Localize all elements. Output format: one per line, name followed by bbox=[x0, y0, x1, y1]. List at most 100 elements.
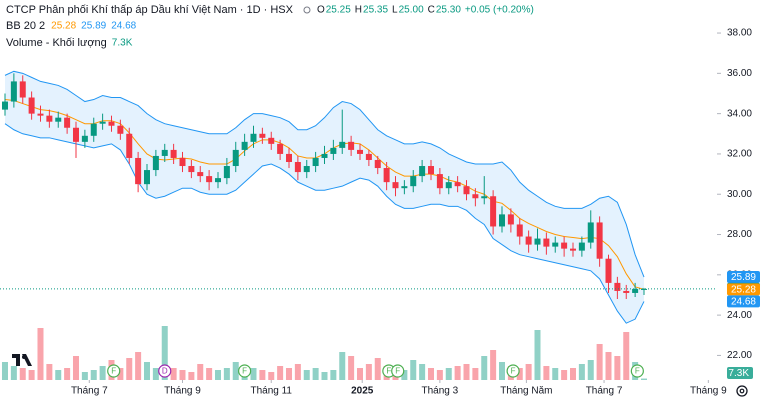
candle-body bbox=[232, 149, 239, 167]
candle-body bbox=[81, 135, 88, 142]
candle-body bbox=[117, 125, 124, 134]
candle-body bbox=[552, 242, 559, 247]
candle-body bbox=[356, 149, 363, 154]
volume-bar bbox=[463, 364, 470, 380]
candle-body bbox=[214, 178, 221, 183]
event-marker[interactable] bbox=[238, 364, 252, 378]
candle-body bbox=[108, 121, 115, 126]
volume-bar bbox=[117, 368, 124, 380]
volume-bar bbox=[596, 344, 603, 380]
event-label[interactable]: F bbox=[111, 367, 116, 376]
x-tick-label: Tháng 7 bbox=[71, 386, 108, 397]
y-tick-label: 30.00 bbox=[727, 189, 752, 200]
candle-body bbox=[90, 123, 97, 136]
ohlc-value: 25.35 bbox=[363, 5, 388, 16]
price-tag bbox=[727, 271, 760, 284]
volume-bar bbox=[28, 370, 35, 380]
candle-body bbox=[188, 166, 195, 173]
volume-bar bbox=[152, 368, 159, 380]
bb-value: 25.28 bbox=[51, 21, 76, 32]
volume-bar bbox=[188, 372, 195, 380]
volume-bar bbox=[312, 368, 319, 380]
volume-bar bbox=[303, 370, 310, 380]
volume-bar bbox=[498, 362, 505, 380]
volume-bar bbox=[543, 366, 550, 380]
event-label[interactable]: F bbox=[511, 367, 516, 376]
candle-body bbox=[383, 168, 390, 183]
volume-bar bbox=[197, 364, 204, 380]
candle-body bbox=[561, 242, 568, 249]
volume-bar bbox=[472, 368, 479, 380]
candle-body bbox=[445, 182, 452, 189]
candle-body bbox=[330, 147, 337, 154]
volume-bar bbox=[81, 372, 88, 380]
volume-bar bbox=[436, 370, 443, 380]
volume-bar bbox=[161, 326, 168, 380]
candle-body bbox=[143, 170, 150, 185]
volume-bar bbox=[1, 362, 8, 380]
candle-body bbox=[348, 141, 355, 150]
candle-body bbox=[126, 133, 133, 158]
candle-body bbox=[419, 166, 426, 177]
logo bbox=[12, 354, 32, 366]
bb-value: 24.68 bbox=[111, 21, 136, 32]
volume-bar bbox=[401, 370, 408, 380]
volume-tag-label: 7.3K bbox=[728, 368, 749, 379]
candle-body bbox=[321, 153, 328, 158]
ohlc-value: 25.00 bbox=[399, 5, 424, 16]
event-label[interactable]: F bbox=[242, 367, 247, 376]
volume-bar bbox=[605, 352, 612, 380]
y-tick-label: 36.00 bbox=[727, 68, 752, 79]
volume-bar bbox=[481, 356, 488, 380]
volume-bar bbox=[99, 366, 106, 380]
volume-bar bbox=[277, 366, 284, 380]
x-tick-label: Tháng 9 bbox=[690, 386, 727, 397]
volume-bar bbox=[534, 330, 541, 380]
volume-bar bbox=[569, 368, 576, 380]
gear-outer[interactable] bbox=[736, 385, 748, 397]
candle-body bbox=[463, 186, 470, 195]
candle-body bbox=[525, 236, 532, 245]
volume-bar bbox=[214, 370, 221, 380]
candle-body bbox=[135, 157, 142, 185]
visibility-toggle[interactable] bbox=[303, 6, 311, 14]
event-marker[interactable] bbox=[506, 364, 520, 378]
event-label[interactable]: F bbox=[395, 367, 400, 376]
event-marker[interactable] bbox=[391, 364, 405, 378]
event-label[interactable]: F bbox=[386, 367, 391, 376]
event-marker[interactable] bbox=[107, 364, 121, 378]
candle-body bbox=[578, 242, 585, 251]
event-marker[interactable] bbox=[630, 364, 644, 378]
candle-body bbox=[10, 81, 17, 102]
candle-body bbox=[64, 117, 71, 128]
candle-body bbox=[507, 214, 514, 225]
volume-bar bbox=[640, 378, 647, 380]
bb-lower-line bbox=[4, 123, 645, 324]
candle-body bbox=[436, 174, 443, 189]
volume-bar bbox=[339, 352, 346, 380]
ohlc-key: O bbox=[317, 5, 325, 16]
volume-bar bbox=[365, 364, 372, 380]
candle-body bbox=[161, 149, 168, 156]
gear-inner[interactable] bbox=[739, 388, 745, 394]
y-tick-label: 22.00 bbox=[727, 350, 752, 361]
event-label[interactable]: D bbox=[162, 367, 168, 376]
x-tick-label: Tháng Năm bbox=[500, 386, 552, 397]
candle-body bbox=[46, 115, 53, 122]
candle-body bbox=[392, 182, 399, 189]
candle-body bbox=[285, 153, 292, 162]
price-tag-label: 25.89 bbox=[731, 272, 756, 283]
volume-bar bbox=[374, 358, 381, 380]
event-label[interactable]: F bbox=[635, 367, 640, 376]
settings-button[interactable] bbox=[736, 385, 748, 397]
bb-value: 25.89 bbox=[81, 21, 106, 32]
candle-body bbox=[170, 149, 177, 158]
candle-body bbox=[623, 290, 630, 293]
candle-body bbox=[516, 224, 523, 237]
volume-bar bbox=[37, 328, 44, 380]
event-marker[interactable] bbox=[158, 364, 172, 378]
y-tick-label: 24.00 bbox=[727, 310, 752, 321]
